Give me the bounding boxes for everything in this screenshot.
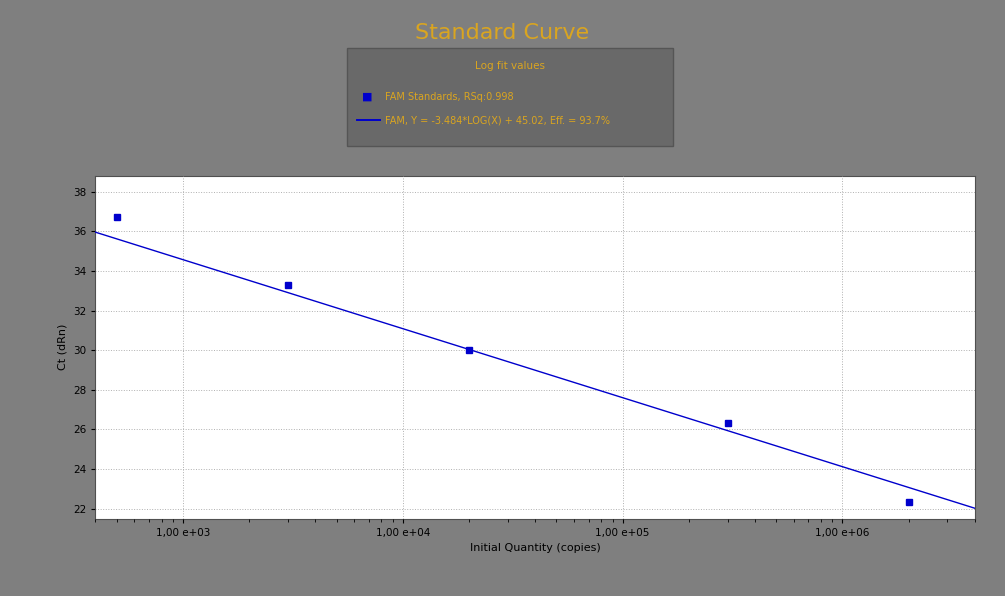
X-axis label: Initial Quantity (copies): Initial Quantity (copies) bbox=[469, 543, 601, 553]
Text: FAM, Y = -3.484*LOG(X) + 45.02, Eff. = 93.7%: FAM, Y = -3.484*LOG(X) + 45.02, Eff. = 9… bbox=[385, 116, 610, 125]
Text: Log fit values: Log fit values bbox=[475, 61, 545, 71]
Text: FAM Standards, RSq:0.998: FAM Standards, RSq:0.998 bbox=[385, 92, 514, 101]
Text: ■: ■ bbox=[362, 92, 372, 101]
Text: Standard Curve: Standard Curve bbox=[415, 23, 590, 43]
Y-axis label: Ct (dRn): Ct (dRn) bbox=[57, 324, 67, 370]
